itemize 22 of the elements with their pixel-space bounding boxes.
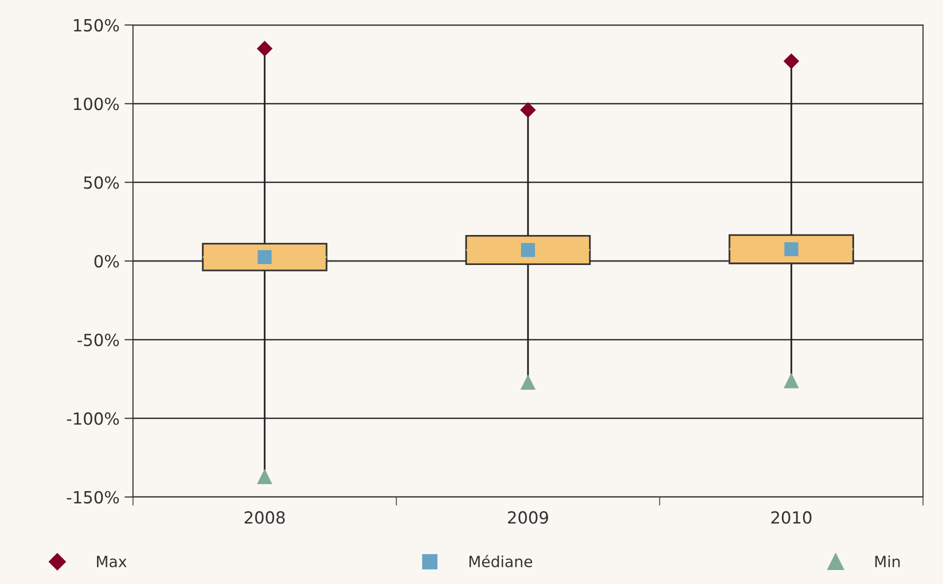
point [258,250,272,264]
legend-label: Min [875,555,900,568]
y-tick-label: 100% [74,98,119,110]
y-tick-label: -50% [78,334,119,346]
y-tick-label: -100% [66,412,119,425]
point [256,40,273,56]
point [521,243,535,257]
y-tick-label: 50% [84,176,119,189]
legend-label: Médiane [469,554,532,568]
x-tick-label: 2008 [244,511,285,524]
point [520,374,536,390]
y-tick-label: 0% [94,254,119,268]
point [784,372,799,388]
legend-label: Max [97,556,127,568]
point [783,53,800,70]
y-tick-label: 150% [74,18,119,32]
point [520,102,536,118]
point [257,468,272,484]
y-tick-label: -150% [66,490,119,504]
x-tick-label: 2009 [508,511,548,524]
x-tick-label: 2010 [771,511,812,524]
point [784,242,798,256]
